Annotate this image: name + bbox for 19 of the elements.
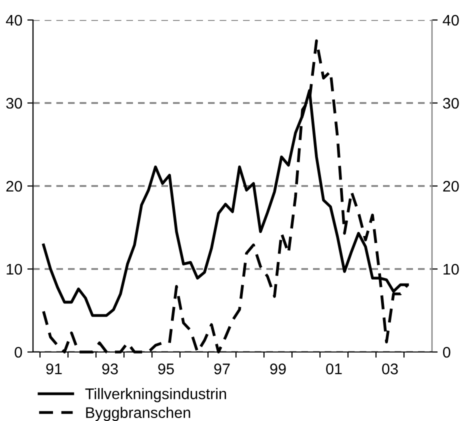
y2-tick-label: 40 (442, 14, 459, 26)
y2-tick-label: 0 (443, 346, 450, 358)
x-tick-label: 03 (382, 364, 398, 374)
x-tick-label: 93 (102, 364, 118, 374)
x-tick-label: 97 (214, 364, 230, 374)
y-tick-label: 10 (6, 264, 22, 275)
x-tick-label: 99 (270, 364, 286, 374)
y-tick-label: 0 (14, 346, 22, 358)
x-tick-label: 95 (158, 364, 174, 374)
y-tick-label: 40 (6, 14, 22, 26)
legend-label: Tillverkningsindustrin (85, 388, 226, 402)
legend-label: Byggbranschen (86, 406, 190, 421)
y-tick-label: 20 (6, 180, 22, 192)
y2-tick-label: 30 (443, 98, 459, 109)
y2-tick-label: 10 (444, 264, 459, 275)
x-tick-label: 91 (46, 364, 62, 374)
y2-tick-label: 20 (443, 180, 459, 192)
y-tick-label: 30 (6, 98, 22, 109)
x-tick-label: 01 (326, 364, 342, 374)
